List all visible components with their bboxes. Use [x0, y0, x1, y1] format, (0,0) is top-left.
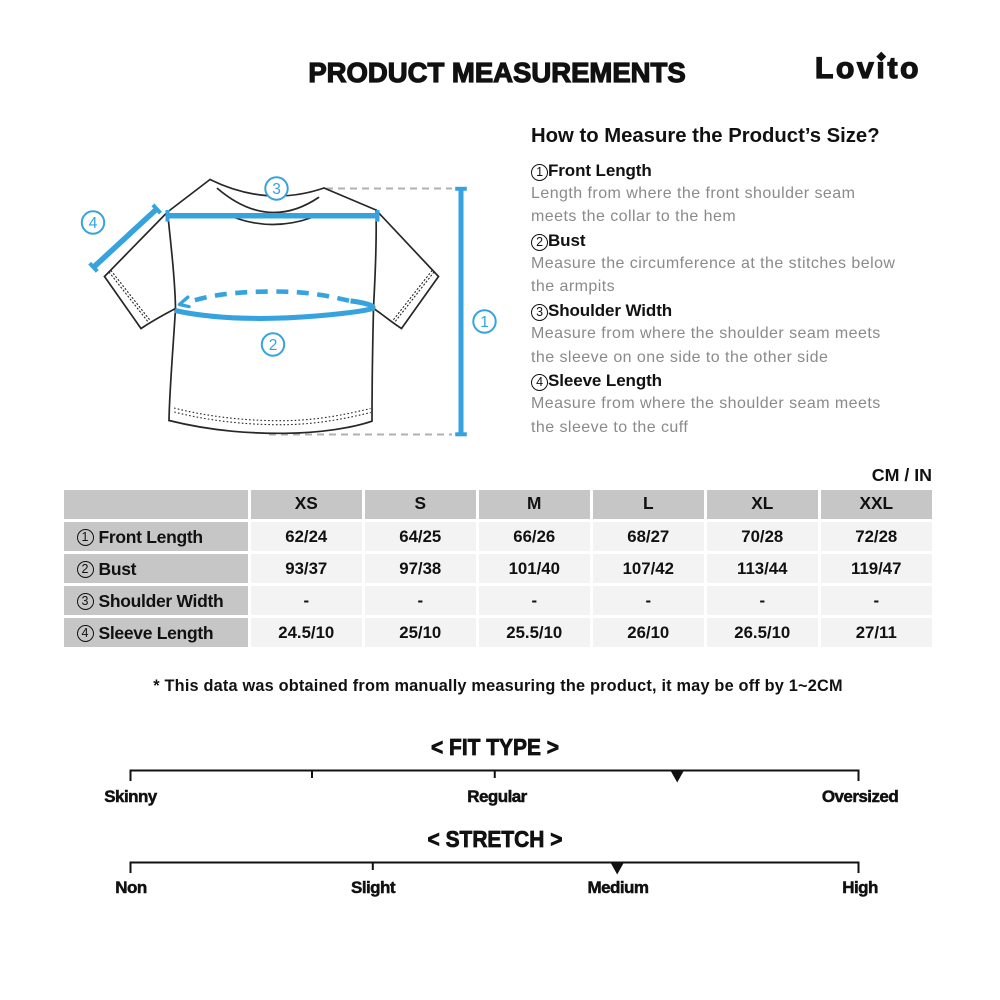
svg-text:2: 2: [269, 337, 278, 354]
svg-text:3: 3: [272, 181, 281, 198]
svg-text:1: 1: [480, 314, 489, 331]
svg-text:4: 4: [89, 215, 98, 232]
